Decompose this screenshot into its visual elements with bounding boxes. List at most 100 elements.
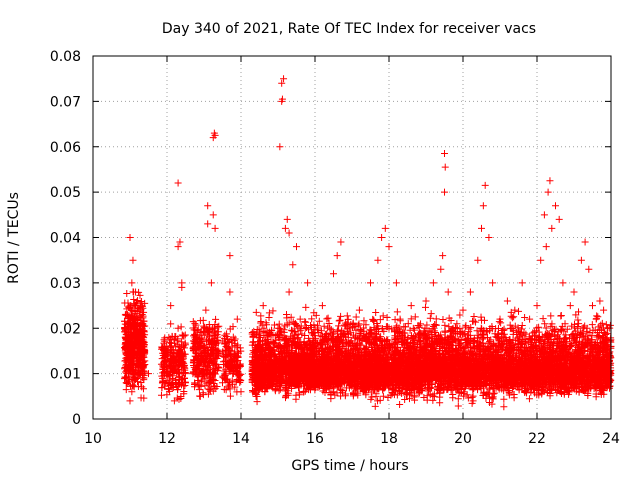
- data-point: [598, 319, 606, 327]
- data-point: [123, 380, 131, 388]
- data-point: [315, 317, 323, 325]
- data-point: [136, 356, 144, 364]
- data-point: [123, 305, 131, 313]
- x-tick-label: 24: [602, 431, 620, 447]
- x-tick-label: 10: [84, 431, 102, 447]
- y-tick-label: 0.01: [50, 367, 81, 383]
- data-point: [396, 400, 404, 408]
- data-point: [302, 303, 310, 311]
- data-point: [252, 308, 260, 316]
- data-point: [140, 341, 148, 349]
- data-point: [391, 316, 399, 324]
- data-point: [432, 315, 440, 323]
- data-point: [125, 365, 133, 373]
- y-tick-label: 0.08: [50, 49, 81, 65]
- data-point: [138, 310, 146, 318]
- data-point: [515, 307, 523, 315]
- data-point: [456, 311, 464, 319]
- data-point: [212, 315, 220, 323]
- data-point: [140, 317, 148, 325]
- data-point: [139, 345, 147, 353]
- data-point: [454, 402, 462, 410]
- data-point: [539, 315, 547, 323]
- data-point: [135, 357, 143, 365]
- grid: [93, 56, 611, 419]
- data-point: [439, 315, 447, 323]
- y-tick-label: 0: [72, 412, 81, 428]
- data-point: [178, 331, 186, 339]
- data-point: [125, 373, 133, 381]
- data-point: [126, 303, 134, 311]
- data-point: [122, 335, 130, 343]
- data-point: [547, 312, 555, 320]
- data-point: [121, 364, 129, 372]
- data-point: [140, 394, 148, 402]
- y-tick-label: 0.05: [50, 185, 81, 201]
- data-point: [129, 332, 137, 340]
- data-point: [302, 318, 310, 326]
- data-point: [141, 368, 149, 376]
- data-point: [379, 392, 387, 400]
- data-point: [137, 351, 145, 359]
- data-point: [126, 346, 134, 354]
- data-point: [122, 311, 130, 319]
- y-tick-label: 0.06: [50, 140, 81, 156]
- data-point: [177, 323, 185, 331]
- data-point: [121, 375, 129, 383]
- data-point: [226, 392, 234, 400]
- data-point: [167, 320, 175, 328]
- data-point: [122, 386, 130, 394]
- data-point: [324, 314, 332, 322]
- x-tick-label: 18: [380, 431, 398, 447]
- data-point: [139, 332, 147, 340]
- data-point: [121, 324, 129, 332]
- data-point: [136, 291, 144, 299]
- y-tick-label: 0.03: [50, 276, 81, 292]
- data-point: [265, 314, 273, 322]
- data-point: [139, 304, 147, 312]
- data-point: [131, 323, 139, 331]
- data-point: [122, 350, 130, 358]
- data-point: [137, 379, 145, 387]
- data-point: [121, 343, 129, 351]
- data-point: [120, 317, 128, 325]
- data-point: [134, 297, 142, 305]
- data-point: [128, 312, 136, 320]
- data-points: [120, 75, 615, 411]
- data-point: [557, 312, 565, 320]
- x-tick-label: 20: [454, 431, 472, 447]
- x-tick-label: 16: [306, 431, 324, 447]
- data-point: [131, 339, 139, 347]
- x-tick-label: 14: [232, 431, 250, 447]
- data-point: [257, 312, 265, 320]
- data-point: [123, 353, 131, 361]
- chart-title: Day 340 of 2021, Rate Of TEC Index for r…: [162, 21, 536, 37]
- data-point: [427, 310, 435, 318]
- data-point: [140, 327, 148, 335]
- data-point: [134, 328, 142, 336]
- data-point: [383, 314, 391, 322]
- x-tick-label: 22: [528, 431, 546, 447]
- data-point: [139, 312, 147, 320]
- data-point: [472, 318, 480, 326]
- y-tick-label: 0.04: [50, 231, 81, 247]
- y-tick-label: 0.07: [50, 94, 81, 110]
- data-point: [130, 295, 138, 303]
- data-point: [131, 373, 139, 381]
- data-point: [129, 314, 137, 322]
- data-point: [337, 312, 345, 320]
- data-point: [157, 391, 165, 399]
- data-point: [123, 289, 131, 297]
- data-point: [508, 314, 516, 322]
- data-point: [125, 341, 133, 349]
- data-point: [500, 403, 508, 411]
- data-point: [128, 354, 136, 362]
- data-point: [134, 383, 142, 391]
- x-tick-label: 12: [158, 431, 176, 447]
- data-point: [372, 309, 380, 317]
- data-point: [541, 320, 549, 328]
- data-point: [137, 321, 145, 329]
- data-point: [140, 374, 148, 382]
- data-point: [421, 303, 429, 311]
